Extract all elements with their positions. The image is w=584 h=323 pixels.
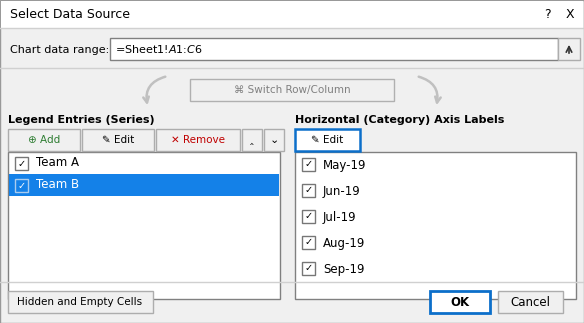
Text: ✓: ✓ [304, 185, 312, 195]
Bar [264, 129, 284, 151]
Bar [302, 210, 315, 223]
Bar [302, 184, 315, 197]
Text: May-19: May-19 [323, 159, 367, 172]
Text: ?: ? [544, 8, 550, 22]
Text: ✎ Edit: ✎ Edit [311, 135, 343, 145]
Text: Horizontal (Category) Axis Labels: Horizontal (Category) Axis Labels [295, 115, 505, 125]
Bar [1, 1, 583, 29]
Bar [9, 174, 279, 196]
Text: ⌄: ⌄ [269, 135, 279, 145]
FancyArrowPatch shape [419, 77, 441, 102]
Text: ✕ Remove: ✕ Remove [171, 135, 225, 145]
Bar [15, 179, 28, 192]
Bar [8, 129, 80, 151]
Text: ✓: ✓ [304, 264, 312, 274]
Text: ✎ Edit: ✎ Edit [102, 135, 134, 145]
Bar [242, 129, 262, 151]
Text: ✓: ✓ [304, 212, 312, 222]
Text: Chart data range:: Chart data range: [10, 45, 109, 55]
Bar [302, 262, 315, 275]
Bar [190, 79, 394, 101]
Text: X: X [566, 8, 574, 22]
Text: Cancel: Cancel [510, 296, 550, 308]
Bar [295, 152, 576, 299]
Text: OK: OK [450, 296, 470, 308]
Bar [82, 129, 154, 151]
Text: Team B: Team B [36, 179, 79, 192]
Bar [15, 157, 28, 170]
Text: Jun-19: Jun-19 [323, 184, 361, 197]
Bar [302, 236, 315, 249]
Bar [8, 152, 280, 299]
FancyArrowPatch shape [143, 77, 165, 102]
Bar [295, 129, 360, 151]
Text: Team A: Team A [36, 157, 79, 170]
Text: ✓: ✓ [18, 181, 26, 191]
Text: Legend Entries (Series): Legend Entries (Series) [8, 115, 155, 125]
Bar [110, 38, 558, 60]
Bar [430, 291, 490, 313]
Text: Hidden and Empty Cells: Hidden and Empty Cells [18, 297, 142, 307]
Bar [8, 291, 153, 313]
Bar [498, 291, 563, 313]
Text: ✓: ✓ [304, 160, 312, 170]
Bar [156, 129, 240, 151]
Bar [558, 38, 580, 60]
Text: ✓: ✓ [304, 237, 312, 247]
Text: =Sheet1!$A$1:$C$6: =Sheet1!$A$1:$C$6 [115, 43, 203, 55]
Bar [302, 158, 315, 171]
Text: ⊕ Add: ⊕ Add [28, 135, 60, 145]
Text: ⌘ Switch Row/Column: ⌘ Switch Row/Column [234, 85, 350, 95]
Text: ‸: ‸ [250, 135, 254, 145]
Text: ✓: ✓ [18, 159, 26, 169]
Text: Aug-19: Aug-19 [323, 236, 366, 249]
Text: Select Data Source: Select Data Source [10, 8, 130, 22]
Text: Sep-19: Sep-19 [323, 263, 364, 276]
Text: Jul-19: Jul-19 [323, 211, 357, 224]
